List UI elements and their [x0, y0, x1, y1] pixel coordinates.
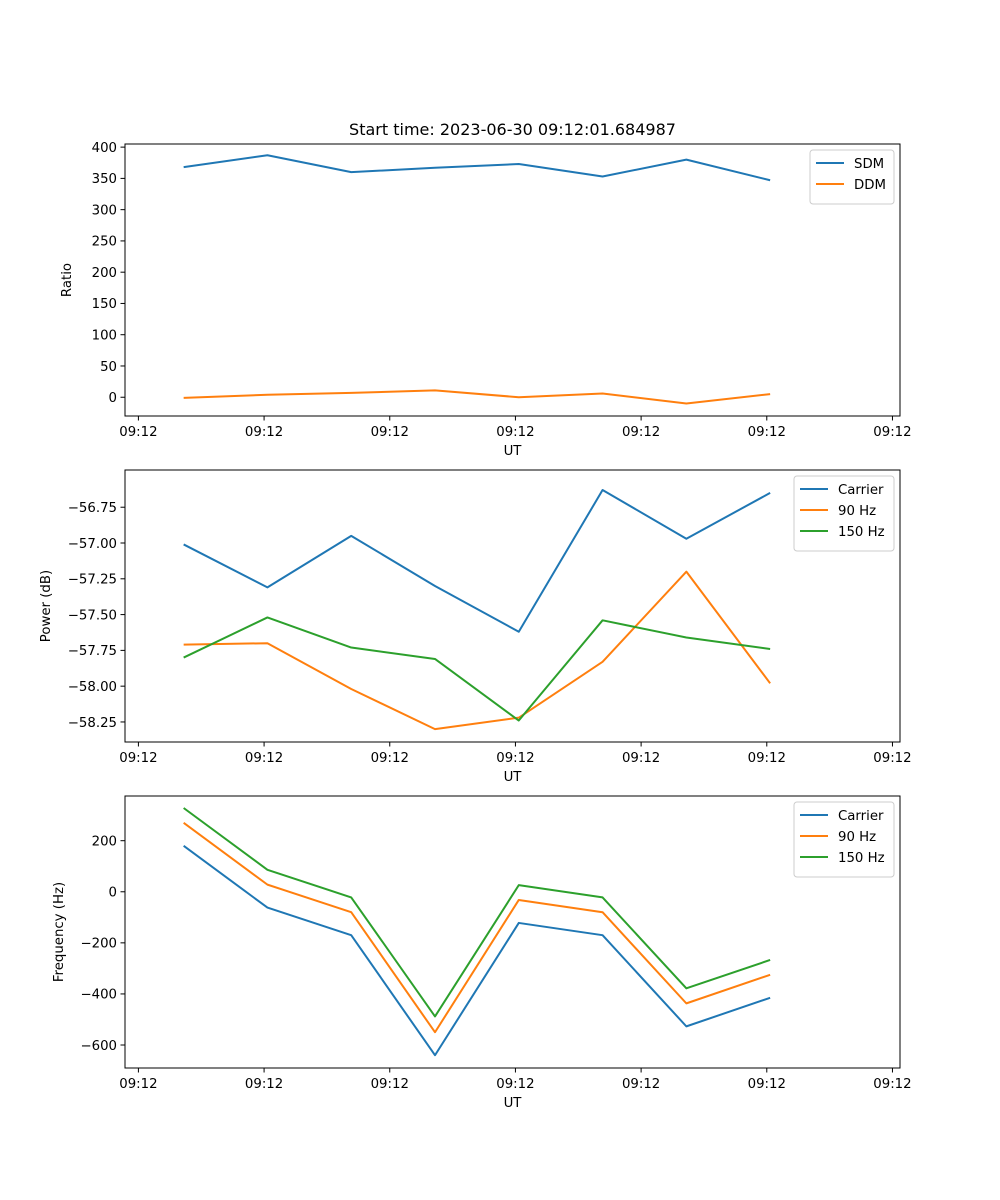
x-tick-label: 09:12 — [496, 425, 534, 440]
legend-label: Carrier — [838, 809, 884, 824]
x-tick-label: 09:12 — [119, 751, 157, 766]
y-tick-label: 0 — [109, 886, 117, 901]
y-tick-label: 100 — [92, 329, 117, 344]
x-axis-label: UT — [504, 1096, 523, 1111]
x-tick-label: 09:12 — [245, 425, 283, 440]
series-line-90-hz — [183, 822, 771, 1034]
series-line-ddm — [183, 389, 771, 405]
y-tick-label: 200 — [92, 834, 117, 849]
legend-box — [793, 475, 895, 552]
axes-frame — [124, 469, 901, 743]
y-tick-label: −56.75 — [68, 501, 117, 516]
y-axis-label: Ratio — [60, 263, 75, 297]
x-tick-label: 09:12 — [371, 425, 409, 440]
series-line-90-hz — [183, 570, 771, 731]
legend-label: Carrier — [838, 483, 884, 498]
y-tick-label: 400 — [92, 141, 117, 156]
y-tick-label: 350 — [92, 172, 117, 187]
series-line-150-hz — [183, 807, 771, 1018]
y-tick-label: −57.75 — [68, 644, 117, 659]
x-tick-label: 09:12 — [873, 751, 911, 766]
legend-label: 150 Hz — [838, 851, 885, 866]
subplot-2: 09:12 09:12 09:12 09:12 09:12 09:12 09:12 −58.2… — [39, 469, 912, 785]
y-tick-label: −57.00 — [68, 537, 117, 552]
legend-label: 90 Hz — [838, 504, 876, 519]
series-line-carrier — [183, 844, 771, 1057]
x-tick-label: 09:12 — [622, 425, 660, 440]
y-axis-label: Frequency (Hz) — [52, 882, 67, 982]
axes-frame — [124, 143, 901, 417]
x-tick-label: 09:12 — [496, 751, 534, 766]
x-tick-label: 09:12 — [245, 751, 283, 766]
legend-label: SDM — [854, 157, 884, 172]
x-tick-label: 09:12 — [622, 1077, 660, 1092]
x-tick-label: 09:12 — [748, 425, 786, 440]
legend: Carrier 90 Hz 150 Hz — [793, 801, 895, 878]
y-tick-label: −57.50 — [68, 608, 117, 623]
y-tick-label: 250 — [92, 235, 117, 250]
subplot-3: 09:12 09:12 09:12 09:12 09:12 09:12 09:12 −600 −… — [52, 795, 912, 1111]
legend-label: 90 Hz — [838, 830, 876, 845]
y-tick-label: 200 — [92, 266, 117, 281]
x-tick-label: 09:12 — [119, 425, 157, 440]
legend-label: DDM — [854, 178, 886, 193]
y-tick-label: −600 — [80, 1039, 117, 1054]
y-tick-label: 300 — [92, 203, 117, 218]
x-tick-label: 09:12 — [496, 1077, 534, 1092]
x-tick-label: 09:12 — [371, 1077, 409, 1092]
legend-label: 150 Hz — [838, 525, 885, 540]
y-tick-label: −200 — [80, 937, 117, 952]
x-tick-label: 09:12 — [371, 751, 409, 766]
x-axis-label: UT — [504, 444, 523, 459]
x-tick-label: 09:12 — [748, 751, 786, 766]
subplot-1: 09:12 09:12 09:12 09:12 09:12 09:12 09:12 0 50 10… — [60, 120, 912, 459]
legend: SDM DDM — [809, 149, 895, 205]
x-tick-label: 09:12 — [622, 751, 660, 766]
legend-box — [793, 801, 895, 878]
series-line-carrier — [183, 489, 771, 633]
y-tick-label: −57.25 — [68, 573, 117, 588]
x-tick-label: 09:12 — [873, 1077, 911, 1092]
series-line-sdm — [183, 154, 771, 182]
series-line-150-hz — [183, 616, 771, 722]
y-axis-label: Power (dB) — [39, 570, 54, 642]
legend: Carrier 90 Hz 150 Hz — [793, 475, 895, 552]
y-tick-label: 0 — [109, 391, 117, 406]
x-tick-label: 09:12 — [873, 425, 911, 440]
chart-title: Start time: 2023-06-30 09:12:01.684987 — [349, 120, 676, 139]
x-tick-label: 09:12 — [748, 1077, 786, 1092]
axes-frame — [124, 795, 901, 1069]
y-tick-label: −58.25 — [68, 716, 117, 731]
y-tick-label: −58.00 — [68, 680, 117, 695]
x-tick-label: 09:12 — [245, 1077, 283, 1092]
y-tick-label: 50 — [100, 360, 117, 375]
y-tick-label: −400 — [80, 988, 117, 1003]
x-axis-label: UT — [504, 770, 523, 785]
x-tick-label: 09:12 — [119, 1077, 157, 1092]
y-tick-label: 150 — [92, 297, 117, 312]
